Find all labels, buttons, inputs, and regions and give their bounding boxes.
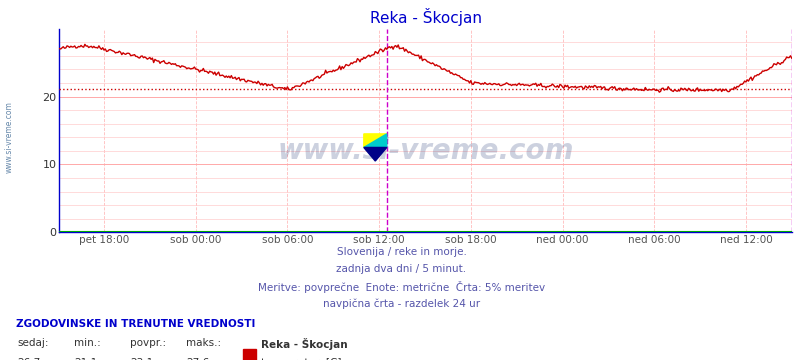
Polygon shape <box>363 134 387 148</box>
Text: min.:: min.: <box>74 338 100 348</box>
Text: zadnja dva dni / 5 minut.: zadnja dva dni / 5 minut. <box>336 264 466 274</box>
Polygon shape <box>363 148 387 161</box>
Title: Reka - Škocjan: Reka - Škocjan <box>369 8 481 26</box>
Text: 23,1: 23,1 <box>130 358 153 360</box>
Text: navpična črta - razdelek 24 ur: navpična črta - razdelek 24 ur <box>322 298 480 309</box>
Text: temperatura[C]: temperatura[C] <box>261 358 342 360</box>
Text: 26,7: 26,7 <box>18 358 41 360</box>
Text: www.si-vreme.com: www.si-vreme.com <box>277 137 573 165</box>
Text: Reka - Škocjan: Reka - Škocjan <box>261 338 347 350</box>
Text: maks.:: maks.: <box>186 338 221 348</box>
Text: 27,6: 27,6 <box>186 358 209 360</box>
Text: www.si-vreme.com: www.si-vreme.com <box>5 101 14 173</box>
Polygon shape <box>363 134 387 148</box>
Text: ZGODOVINSKE IN TRENUTNE VREDNOSTI: ZGODOVINSKE IN TRENUTNE VREDNOSTI <box>16 319 255 329</box>
Text: Meritve: povprečne  Enote: metrične  Črta: 5% meritev: Meritve: povprečne Enote: metrične Črta:… <box>257 281 545 293</box>
Text: 21,1: 21,1 <box>74 358 97 360</box>
Text: povpr.:: povpr.: <box>130 338 166 348</box>
Text: sedaj:: sedaj: <box>18 338 49 348</box>
Text: Slovenija / reke in morje.: Slovenija / reke in morje. <box>336 247 466 257</box>
